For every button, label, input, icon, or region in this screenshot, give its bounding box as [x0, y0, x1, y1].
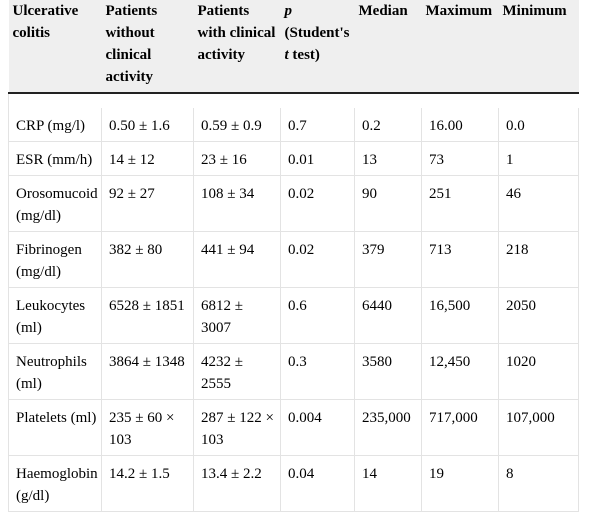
- table-row: Haemoglobin (g/dl) 14.2 ± 1.5 13.4 ± 2.2…: [8, 455, 579, 512]
- cell-without: 382 ± 80: [101, 231, 194, 288]
- header-row: Ulcerative colitis Patients without clin…: [8, 0, 579, 94]
- cell-p: 0.04: [280, 455, 355, 512]
- table-row: Fibrinogen (mg/dl) 382 ± 80 441 ± 94 0.0…: [8, 231, 579, 288]
- row-label: Fibrinogen (mg/dl): [8, 231, 102, 288]
- cell-with: 23 ± 16: [193, 141, 281, 176]
- row-label: Orosomucoid (mg/dl): [8, 175, 102, 232]
- cell-max: 713: [421, 231, 499, 288]
- cell-max: 73: [421, 141, 499, 176]
- header-p-value: p (Student's t test): [280, 0, 355, 94]
- header-patients-without-activity: Patients without clinical activity: [101, 0, 194, 94]
- cell-min: 2050: [498, 287, 579, 344]
- cell-p: 0.004: [280, 399, 355, 456]
- table-row: ESR (mm/h) 14 ± 12 23 ± 16 0.01 13 73 1: [8, 141, 579, 176]
- cell-p: 0.3: [280, 343, 355, 400]
- cell-median: 90: [354, 175, 422, 232]
- table-row: Platelets (ml) 235 ± 60 × 103 287 ± 122 …: [8, 399, 579, 456]
- cell-min: 8: [498, 455, 579, 512]
- cell-without: 6528 ± 1851: [101, 287, 194, 344]
- cell-median: 6440: [354, 287, 422, 344]
- row-label: ESR (mm/h): [8, 141, 102, 176]
- header-maximum: Maximum: [421, 0, 499, 94]
- header-minimum: Minimum: [498, 0, 579, 94]
- table-row: Orosomucoid (mg/dl) 92 ± 27 108 ± 34 0.0…: [8, 175, 579, 232]
- cell-without: 235 ± 60 × 103: [101, 399, 194, 456]
- row-label: Neutrophils (ml): [8, 343, 102, 400]
- table-body: CRP (mg/l) 0.50 ± 1.6 0.59 ± 0.9 0.7 0.2…: [8, 93, 579, 512]
- cell-min: 218: [498, 231, 579, 288]
- header-p-symbol: p: [284, 3, 293, 19]
- cell-median: 13: [354, 141, 422, 176]
- cell-max: 717,000: [421, 399, 499, 456]
- cell-without: 0.50 ± 1.6: [101, 108, 194, 142]
- cell-median: 3580: [354, 343, 422, 400]
- cell-median: 379: [354, 231, 422, 288]
- table-row: Neutrophils (ml) 3864 ± 1348 4232 ± 2555…: [8, 343, 579, 400]
- cell-with: 6812 ± 3007: [193, 287, 281, 344]
- cell-with: 287 ± 122 × 103: [193, 399, 281, 456]
- header-p-text: (Student's: [284, 25, 350, 41]
- cell-median: 235,000: [354, 399, 422, 456]
- data-table: Ulcerative colitis Patients without clin…: [8, 0, 579, 512]
- cell-min: 1020: [498, 343, 579, 400]
- table-row: Leukocytes (ml) 6528 ± 1851 6812 ± 3007 …: [8, 287, 579, 344]
- header-ulcerative-colitis: Ulcerative colitis: [8, 0, 102, 94]
- cell-with: 108 ± 34: [193, 175, 281, 232]
- header-p-tail: test): [288, 47, 320, 63]
- header-median: Median: [354, 0, 422, 94]
- cell-max: 251: [421, 175, 499, 232]
- header-spacer: [8, 93, 579, 108]
- cell-median: 0.2: [354, 108, 422, 142]
- cell-max: 19: [421, 455, 499, 512]
- cell-min: 1: [498, 141, 579, 176]
- cell-without: 14.2 ± 1.5: [101, 455, 194, 512]
- cell-p: 0.02: [280, 175, 355, 232]
- cell-max: 16.00: [421, 108, 499, 142]
- cell-without: 92 ± 27: [101, 175, 194, 232]
- cell-p: 0.01: [280, 141, 355, 176]
- cell-median: 14: [354, 455, 422, 512]
- cell-with: 0.59 ± 0.9: [193, 108, 281, 142]
- cell-without: 14 ± 12: [101, 141, 194, 176]
- header-patients-with-activity: Patients with clinical activity: [193, 0, 281, 94]
- cell-with: 13.4 ± 2.2: [193, 455, 281, 512]
- table-row: CRP (mg/l) 0.50 ± 1.6 0.59 ± 0.9 0.7 0.2…: [8, 108, 579, 142]
- cell-min: 107,000: [498, 399, 579, 456]
- cell-p: 0.7: [280, 108, 355, 142]
- header-t-symbol: t: [284, 47, 289, 63]
- row-label: Platelets (ml): [8, 399, 102, 456]
- cell-with: 4232 ± 2555: [193, 343, 281, 400]
- cell-max: 16,500: [421, 287, 499, 344]
- row-label: CRP (mg/l): [8, 108, 102, 142]
- cell-min: 46: [498, 175, 579, 232]
- row-label: Haemoglobin (g/dl): [8, 455, 102, 512]
- row-label: Leukocytes (ml): [8, 287, 102, 344]
- cell-min: 0.0: [498, 108, 579, 142]
- cell-p: 0.02: [280, 231, 355, 288]
- cell-with: 441 ± 94: [193, 231, 281, 288]
- cell-p: 0.6: [280, 287, 355, 344]
- cell-max: 12,450: [421, 343, 499, 400]
- cell-without: 3864 ± 1348: [101, 343, 194, 400]
